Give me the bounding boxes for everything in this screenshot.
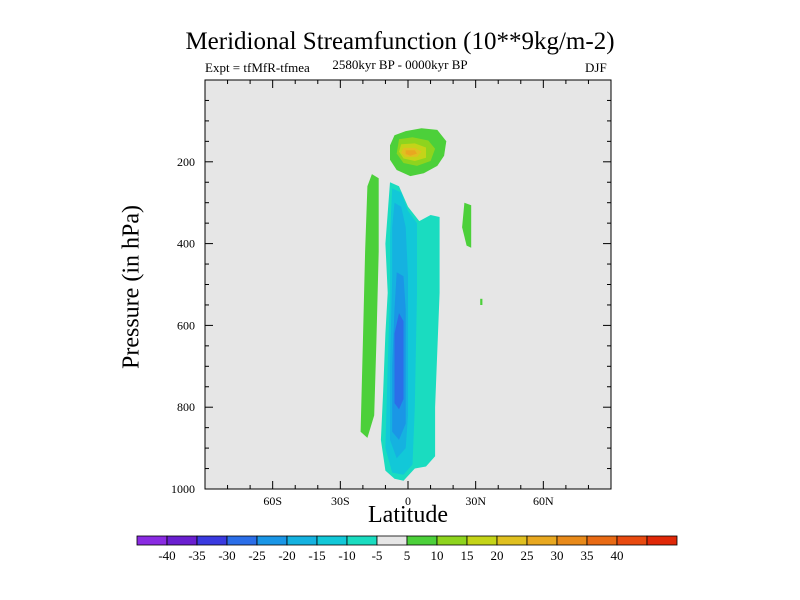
colorbar-swatch bbox=[166, 535, 198, 546]
colorbar-swatch bbox=[586, 535, 618, 546]
contour-negative-cell-25 bbox=[394, 313, 404, 410]
colorbar-label: -40 bbox=[158, 548, 175, 563]
colorbar-label: 35 bbox=[581, 548, 594, 563]
colorbar-label: -30 bbox=[218, 548, 235, 563]
x-tick-label: 60N bbox=[533, 494, 554, 508]
colorbar-label: 20 bbox=[491, 548, 504, 563]
y-tick-label: 200 bbox=[177, 155, 195, 169]
chart-title: Meridional Streamfunction (10**9kg/m-2) bbox=[185, 28, 615, 55]
colorbar-label: -15 bbox=[308, 548, 325, 563]
colorbar-label: -10 bbox=[338, 548, 355, 563]
colorbar-swatch bbox=[226, 535, 258, 546]
colorbar-label: 40 bbox=[611, 548, 624, 563]
colorbar-label: 30 bbox=[551, 548, 564, 563]
colorbar-swatch bbox=[556, 535, 588, 546]
colorbar-label: 5 bbox=[404, 548, 411, 563]
colorbar-swatch bbox=[406, 535, 438, 546]
y-tick-label: 1000 bbox=[171, 482, 195, 496]
x-tick-label: 30S bbox=[331, 494, 350, 508]
season-label: DJF bbox=[585, 60, 607, 75]
colorbar-label: 25 bbox=[521, 548, 534, 563]
colorbar-swatch bbox=[646, 535, 678, 546]
colorbar-swatch bbox=[526, 535, 558, 546]
contour-regions bbox=[360, 128, 483, 481]
contour-nh-small-positive bbox=[462, 202, 472, 248]
experiment-label: Expt = tfMfR-tfmea bbox=[205, 60, 310, 75]
colorbar-swatch bbox=[616, 535, 648, 546]
colorbar-label: 15 bbox=[461, 548, 474, 563]
colorbar-swatch bbox=[316, 535, 348, 546]
colorbar-swatch bbox=[466, 535, 498, 546]
colorbar-swatch bbox=[136, 535, 168, 546]
y-axis-title: Pressure (in hPa) bbox=[118, 205, 145, 369]
colorbar-label: -25 bbox=[248, 548, 265, 563]
colorbar-label: -20 bbox=[278, 548, 295, 563]
x-axis-title: Latitude bbox=[368, 502, 448, 528]
colorbar-swatch bbox=[286, 535, 318, 546]
x-tick-label: 0 bbox=[405, 494, 411, 508]
time-range-label: 2580kyr BP - 0000kyr BP bbox=[332, 57, 468, 72]
axes: 60S 30S 0 30N 60N 200 400 600 800 1000 bbox=[171, 80, 611, 508]
colorbar-swatch bbox=[436, 535, 468, 546]
x-tick-label: 60S bbox=[263, 494, 282, 508]
contour-upper-positive-25 bbox=[405, 150, 417, 156]
contour-nh-tiny-positive bbox=[480, 298, 483, 305]
colorbar-swatch bbox=[196, 535, 228, 546]
x-tick-label: 30N bbox=[465, 494, 486, 508]
y-tick-label: 800 bbox=[177, 400, 195, 414]
y-tick-label: 400 bbox=[177, 237, 195, 251]
colorbar: -40 -35 -30 -25 -20 -15 -10 -5 5 10 15 20 25 30 35 40 bbox=[136, 535, 678, 563]
colorbar-label: -35 bbox=[188, 548, 205, 563]
colorbar-swatch bbox=[256, 535, 288, 546]
colorbar-label: 10 bbox=[431, 548, 444, 563]
colorbar-label: -5 bbox=[372, 548, 383, 563]
y-tick-label: 600 bbox=[177, 318, 195, 332]
colorbar-swatch bbox=[346, 535, 378, 546]
colorbar-swatch bbox=[376, 535, 408, 546]
colorbar-swatch bbox=[496, 535, 528, 546]
contour-sh-positive-band bbox=[360, 174, 379, 438]
